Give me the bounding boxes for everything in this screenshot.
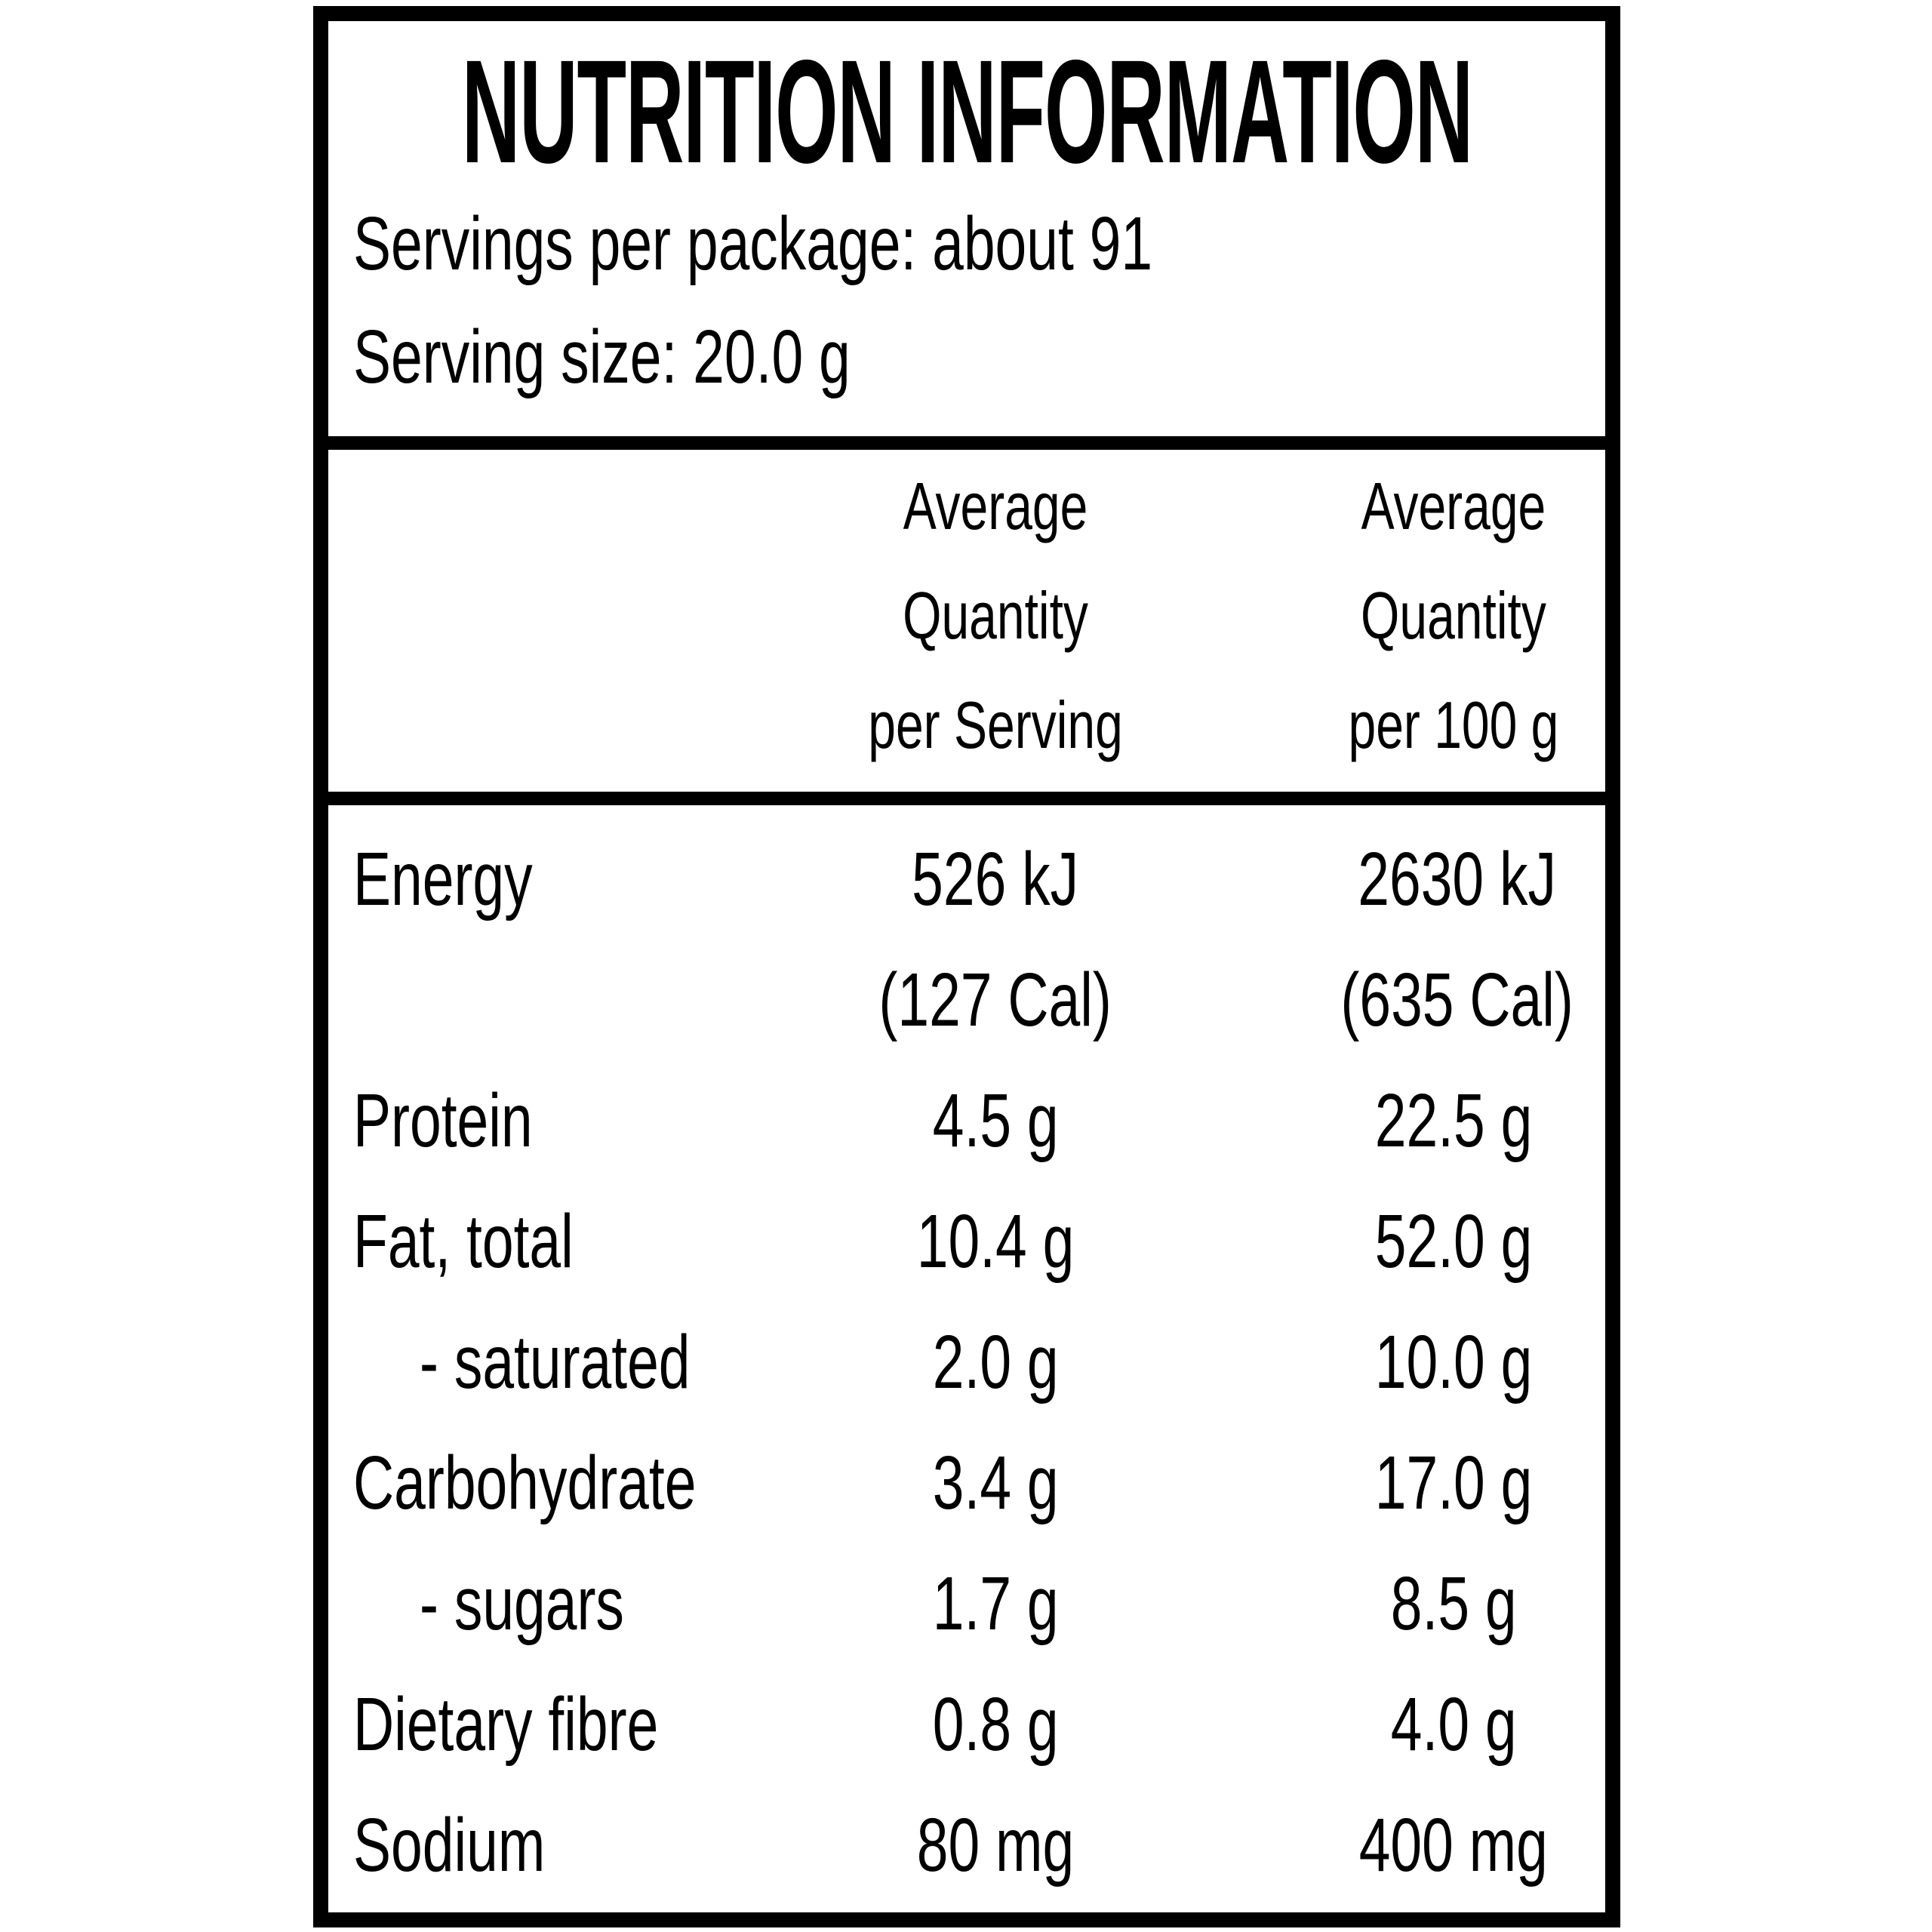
per-100g-header-line1: Average: [1361, 469, 1546, 543]
energy-per-serving-kj: 526 kJ: [912, 837, 1079, 921]
row-label: Carbohydrate: [353, 1441, 697, 1525]
per-serving-header-line1: Average: [903, 469, 1088, 543]
row-label: Fat, total: [353, 1199, 574, 1284]
table-row-fat-total: Fat, total 10.4 g 52.0 g: [328, 1181, 1605, 1302]
table-row-sugars: - sugars 1.7 g 8.5 g: [328, 1543, 1605, 1664]
table-row-energy: Energy 526 kJ (127 Cal) 2630 kJ (635 Cal…: [328, 819, 1605, 1060]
sodium-per-serving: 80 mg: [916, 1803, 1075, 1887]
carbohydrate-per-100g: 17.0 g: [1374, 1441, 1533, 1525]
saturated-per-serving: 2.0 g: [932, 1320, 1059, 1404]
sugars-per-serving: 1.7 g: [932, 1561, 1059, 1646]
energy-per-100g-kj: 2630 kJ: [1358, 837, 1557, 921]
energy-per-100g-cal: (635 Cal): [1340, 958, 1574, 1042]
row-label: Dietary fibre: [353, 1682, 659, 1767]
table-row-protein: Protein 4.5 g 22.5 g: [328, 1060, 1605, 1181]
per-serving-header-line2: Quantity: [903, 578, 1088, 653]
nutrient-rows-section: Energy 526 kJ (127 Cal) 2630 kJ (635 Cal…: [328, 805, 1605, 1912]
nutrition-information-panel: NUTRITION INFORMATION Servings per packa…: [313, 6, 1620, 1927]
row-label: - sugars: [420, 1561, 624, 1646]
serving-size-text: Serving size: 20.0 g: [353, 315, 851, 399]
row-label: Sodium: [353, 1803, 546, 1887]
table-row-sodium: Sodium 80 mg 400 mg: [328, 1785, 1605, 1906]
per-serving-header-line3: per Serving: [868, 688, 1123, 762]
sodium-per-100g: 400 mg: [1358, 1803, 1549, 1887]
column-header-empty: [328, 451, 801, 792]
saturated-per-100g: 10.0 g: [1374, 1320, 1533, 1404]
per-100g-header-line2: Quantity: [1361, 578, 1546, 653]
divider-top: [328, 436, 1605, 450]
fat-per-serving: 10.4 g: [916, 1199, 1075, 1284]
fibre-per-100g: 4.0 g: [1390, 1682, 1517, 1767]
row-label: Energy: [353, 837, 533, 921]
column-header-row: Average Quantity per Serving Average Qua…: [328, 450, 1605, 792]
column-header-per-serving: Average Quantity per Serving: [801, 451, 1190, 792]
fat-per-100g: 52.0 g: [1374, 1199, 1533, 1284]
servings-per-package-text: Servings per package: about 91: [353, 202, 1153, 286]
energy-per-serving: 526 kJ (127 Cal): [801, 819, 1190, 1060]
column-header-per-100g: Average Quantity per 100 g: [1190, 451, 1605, 792]
table-row-dietary-fibre: Dietary fibre 0.8 g 4.0 g: [328, 1664, 1605, 1785]
serving-size-line: Serving size: 20.0 g: [353, 300, 1580, 414]
protein-per-serving: 4.5 g: [932, 1078, 1059, 1163]
table-row-carbohydrate: Carbohydrate 3.4 g 17.0 g: [328, 1423, 1605, 1543]
energy-per-100g: 2630 kJ (635 Cal): [1190, 819, 1605, 1060]
fibre-per-serving: 0.8 g: [932, 1682, 1059, 1767]
energy-per-serving-cal: (127 Cal): [878, 958, 1112, 1042]
row-label: Protein: [353, 1078, 533, 1163]
per-100g-header-line3: per 100 g: [1348, 688, 1559, 762]
panel-title-wrap: NUTRITION INFORMATION: [353, 29, 1580, 194]
panel-title: NUTRITION INFORMATION: [461, 29, 1472, 194]
carbohydrate-per-serving: 3.4 g: [932, 1441, 1059, 1525]
panel-header-section: NUTRITION INFORMATION Servings per packa…: [328, 21, 1605, 436]
sugars-per-100g: 8.5 g: [1390, 1561, 1517, 1646]
row-label: - saturated: [420, 1320, 691, 1404]
protein-per-100g: 22.5 g: [1374, 1078, 1533, 1163]
divider-middle: [328, 792, 1605, 805]
servings-per-package-line: Servings per package: about 91: [353, 187, 1580, 300]
table-row-saturated-fat: - saturated 2.0 g 10.0 g: [328, 1302, 1605, 1423]
